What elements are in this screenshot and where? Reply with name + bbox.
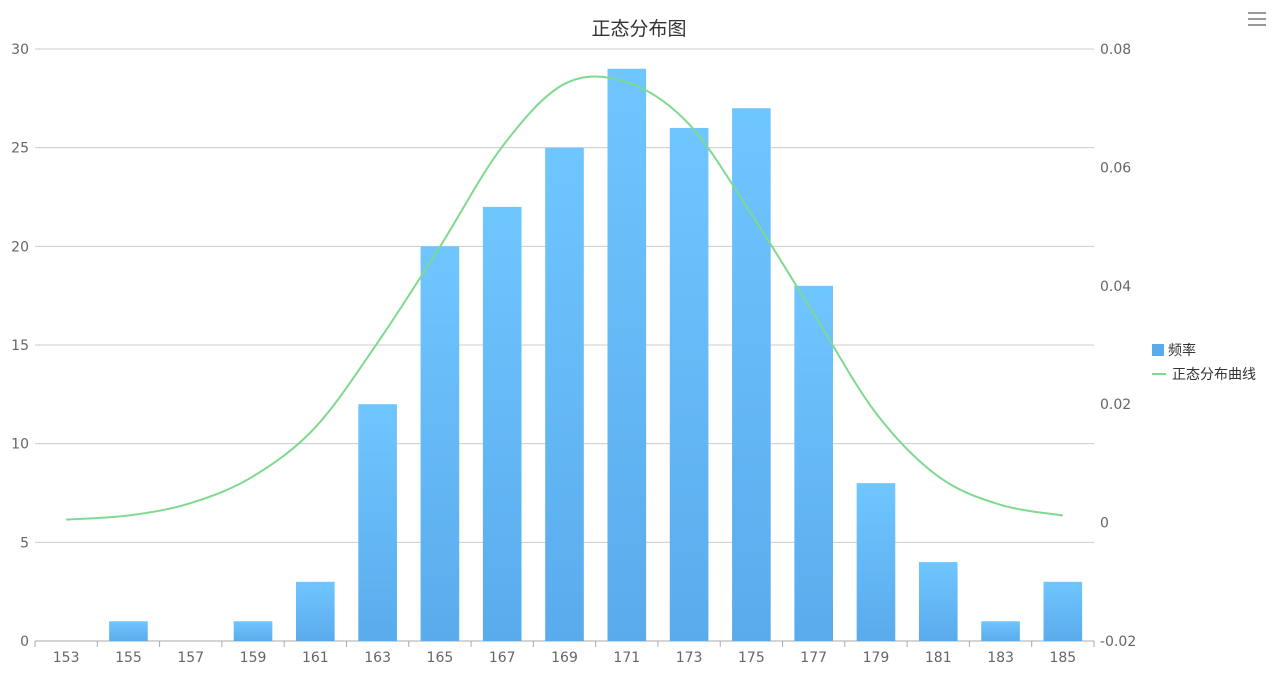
x-tick-label: 163	[364, 650, 391, 666]
legend-line-swatch	[1152, 373, 1166, 375]
y-left-tick-label: 20	[11, 239, 29, 255]
x-tick-label: 169	[551, 650, 578, 666]
x-tick-label: 175	[738, 650, 765, 666]
x-tick-label: 173	[676, 650, 703, 666]
x-tick-label: 155	[115, 650, 142, 666]
y-right-tick-label: 0.04	[1100, 279, 1131, 295]
bar	[482, 206, 522, 641]
legend-bar-label: 频率	[1168, 343, 1196, 359]
y-right-tick-label: 0.02	[1100, 397, 1131, 413]
y-right-tick-label: 0.06	[1100, 160, 1131, 176]
legend-item-bar[interactable]: 频率	[1152, 338, 1256, 362]
bar	[1043, 581, 1083, 641]
bar	[732, 108, 771, 641]
y-left-tick-label: 0	[20, 634, 29, 650]
y-left-tick-label: 5	[20, 535, 29, 551]
bar	[420, 246, 460, 642]
bar	[669, 127, 709, 641]
menu-icon[interactable]	[1248, 12, 1266, 28]
x-tick-label: 183	[987, 650, 1014, 666]
x-tick-label: 159	[240, 650, 267, 666]
x-tick-label: 179	[863, 650, 890, 666]
bar	[233, 621, 273, 641]
chart-title: 正态分布图	[591, 18, 687, 40]
x-tick-label: 181	[925, 650, 952, 666]
x-tick-label: 185	[1049, 650, 1076, 666]
bar	[358, 404, 397, 641]
y-right-tick-label: 0.08	[1100, 42, 1131, 58]
x-tick-label: 177	[800, 650, 827, 666]
bar	[918, 562, 958, 641]
x-tick-label: 171	[613, 650, 640, 666]
x-tick-label: 153	[53, 650, 80, 666]
y-right-tick-label: 0	[1100, 516, 1109, 532]
x-tick-label: 165	[427, 650, 454, 666]
bar	[296, 581, 335, 641]
x-tick-label: 157	[177, 650, 204, 666]
legend-item-line[interactable]: 正态分布曲线	[1152, 362, 1256, 386]
bar	[545, 147, 584, 641]
legend-line-label: 正态分布曲线	[1172, 367, 1256, 383]
bar	[607, 68, 647, 641]
bar	[981, 621, 1020, 641]
y-left-tick-label: 10	[11, 437, 29, 453]
x-tick-label: 161	[302, 650, 329, 666]
x-tick-label: 167	[489, 650, 516, 666]
y-left-tick-label: 30	[11, 42, 29, 58]
y-right-tick-label: -0.02	[1100, 634, 1136, 650]
bar	[856, 483, 896, 641]
y-left-tick-label: 25	[11, 141, 29, 157]
bar	[109, 621, 148, 641]
legend: 频率 正态分布曲线	[1152, 338, 1256, 386]
bar	[794, 285, 833, 641]
normal-distribution-line	[66, 75, 1064, 521]
y-left-tick-label: 15	[11, 338, 29, 354]
legend-bar-swatch	[1152, 344, 1164, 356]
